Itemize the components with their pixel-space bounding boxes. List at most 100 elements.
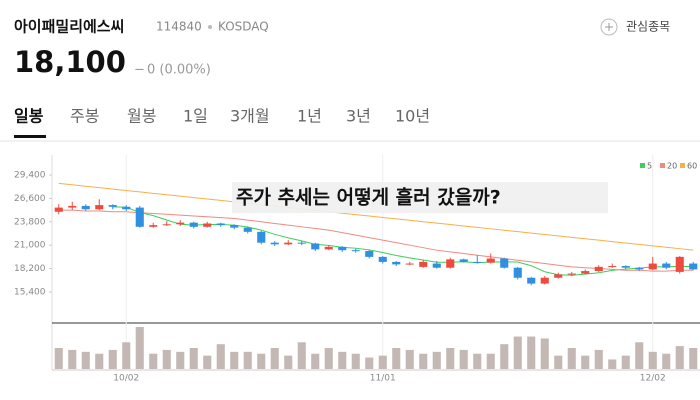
change: 0 (0.00%) — [147, 63, 211, 78]
candle-body — [216, 223, 225, 226]
tab[interactable]: 3개월 — [230, 107, 270, 126]
candle-body — [392, 261, 401, 265]
volume-bar — [257, 353, 266, 369]
watch-button[interactable]: 관심종목 — [600, 18, 670, 36]
candle-body — [405, 263, 414, 265]
stock-name: 아이패밀리에스씨 — [14, 18, 124, 36]
tab[interactable]: 1일 — [183, 107, 208, 126]
candle-body — [567, 273, 576, 275]
volume-bar — [567, 348, 576, 369]
watch-label: 관심종목 — [626, 20, 670, 34]
tab[interactable]: 3년 — [346, 107, 371, 126]
y-tick-label: 18,200 — [14, 264, 46, 274]
candle-body — [176, 222, 185, 225]
legend-label: 20 — [667, 162, 677, 171]
tab[interactable]: 1년 — [297, 107, 322, 126]
candle-body — [108, 205, 117, 207]
candle-body — [284, 242, 293, 245]
volume-bar — [243, 351, 252, 369]
volume-bar — [338, 351, 347, 369]
volume-bar — [662, 353, 671, 369]
candle-body — [446, 259, 455, 268]
candle-body — [149, 225, 158, 227]
volume-bar — [108, 349, 117, 369]
candle-body — [540, 277, 549, 284]
plus-icon — [605, 23, 613, 31]
candle-body — [68, 205, 77, 208]
volume-bar — [203, 355, 212, 369]
candle-body — [594, 266, 603, 272]
volume-bar — [635, 342, 644, 369]
volume-bar — [513, 336, 522, 369]
volume-bar — [500, 344, 509, 369]
stock-code: 114840 — [156, 20, 202, 34]
candle-body — [473, 261, 482, 263]
legend-swatch — [660, 163, 665, 168]
candle-body — [608, 266, 617, 268]
y-tick-label: 23,800 — [14, 217, 46, 227]
candle-body — [230, 225, 239, 228]
legend-swatch — [640, 163, 645, 168]
volume-bar — [122, 342, 131, 369]
candle-body — [675, 256, 684, 272]
price: 18,100 — [14, 45, 126, 79]
y-tick-label: 21,000 — [14, 241, 46, 251]
volume-bar — [675, 346, 684, 369]
volume-bar — [486, 353, 495, 369]
candle-body — [635, 267, 644, 270]
legend-label: 60 — [687, 162, 697, 171]
y-tick-label: 26,600 — [14, 194, 46, 204]
candle-body — [419, 261, 428, 267]
candle-body — [554, 274, 563, 278]
volume-bar — [149, 353, 158, 369]
candle-body — [527, 277, 536, 284]
volume-bar — [689, 348, 698, 369]
ma-line — [58, 182, 694, 251]
volume-bar — [540, 338, 549, 369]
volume-bar — [554, 355, 563, 369]
tab[interactable]: 월봉 — [127, 107, 156, 126]
candle-body — [500, 258, 509, 268]
ma-line — [58, 209, 694, 272]
plus-icon — [600, 18, 618, 36]
separator — [208, 25, 212, 29]
candle-body — [513, 267, 522, 278]
candle-body — [297, 242, 306, 244]
volume-bar — [135, 327, 144, 369]
volume-bar — [459, 349, 468, 369]
candle-body — [581, 271, 590, 274]
volume-bar — [473, 353, 482, 369]
volume-bar — [621, 355, 630, 369]
annotation-box — [232, 182, 608, 213]
candle-body — [486, 258, 495, 263]
tab[interactable]: 일봉 — [14, 107, 44, 126]
annotation: 주가 추세는 어떻게 흘러 갔을까? — [236, 186, 501, 209]
volume-bar — [81, 351, 90, 369]
volume-bar — [176, 351, 185, 369]
candle-body — [311, 243, 320, 250]
tab[interactable]: 10년 — [395, 107, 430, 126]
candle-body — [257, 231, 266, 243]
candle-body — [135, 207, 144, 227]
volume-bar — [270, 348, 279, 369]
candle-body — [378, 256, 387, 262]
volume-bar — [297, 342, 306, 369]
x-tick-label: 10/02 — [113, 374, 139, 384]
market: KOSDAQ — [218, 20, 269, 34]
volume-bar — [432, 351, 441, 369]
candle-body — [122, 206, 131, 210]
volume-bar — [392, 348, 401, 369]
volume-bar — [162, 349, 171, 369]
volume-bar — [324, 348, 333, 369]
candle-body — [243, 227, 252, 232]
volume-bar — [446, 348, 455, 369]
candle-body — [270, 242, 279, 245]
tab-underline — [14, 135, 46, 138]
y-tick-label: 15,400 — [14, 287, 46, 297]
candle-body — [189, 222, 198, 227]
tab[interactable]: 주봉 — [70, 107, 99, 126]
x-tick-label: 12/02 — [640, 374, 666, 384]
candle-body — [162, 224, 171, 226]
change-sign: − — [134, 63, 145, 78]
